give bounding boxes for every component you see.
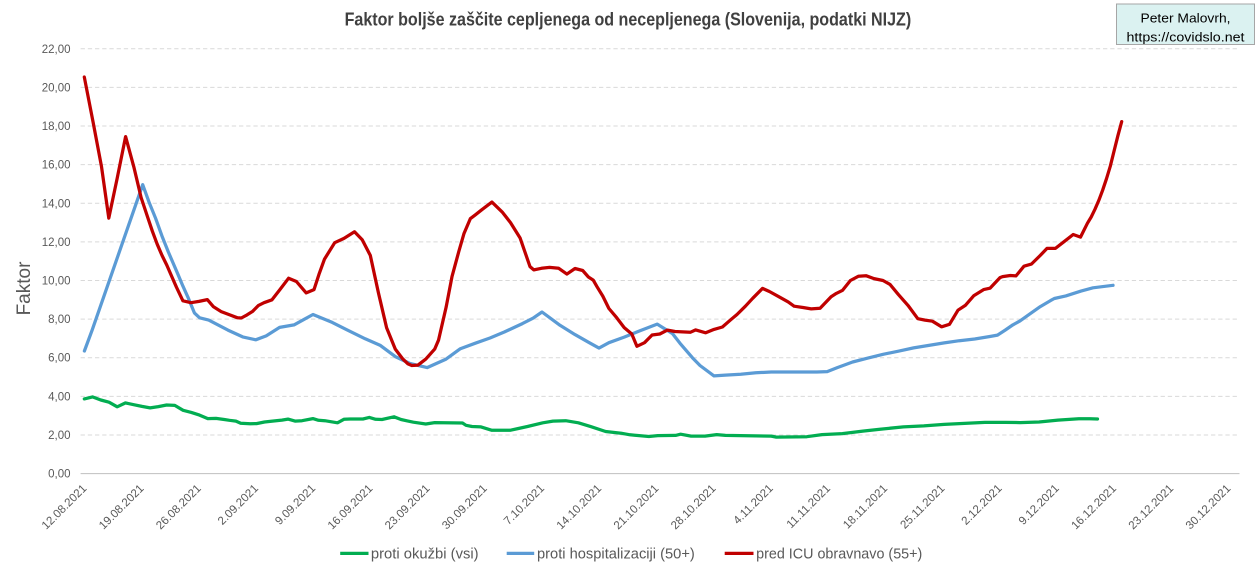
svg-text:20,00: 20,00 [42, 82, 71, 94]
svg-text:pred ICU obravnavo (55+): pred ICU obravnavo (55+) [756, 546, 922, 562]
svg-text:2,00: 2,00 [48, 430, 70, 442]
svg-text:0,00: 0,00 [48, 469, 70, 481]
svg-text:14,00: 14,00 [42, 198, 71, 210]
svg-text:proti okužbi (vsi): proti okužbi (vsi) [371, 546, 479, 562]
svg-text:8,00: 8,00 [48, 314, 70, 326]
svg-text:16,00: 16,00 [42, 160, 71, 172]
svg-text:Faktor: Faktor [14, 261, 35, 316]
svg-text:6,00: 6,00 [48, 353, 70, 365]
svg-text:18,00: 18,00 [42, 121, 71, 133]
svg-text:proti hospitalizaciji (50+): proti hospitalizaciji (50+) [537, 546, 695, 562]
svg-text:22,00: 22,00 [42, 44, 71, 56]
svg-text:4,00: 4,00 [48, 391, 70, 403]
svg-text:12,00: 12,00 [42, 237, 71, 249]
svg-text:https://covidslo.net: https://covidslo.net [1127, 29, 1245, 44]
svg-text:10,00: 10,00 [42, 276, 71, 288]
svg-text:Peter Malovrh,: Peter Malovrh, [1141, 11, 1231, 26]
svg-text:Faktor boljše zaščite cepljene: Faktor boljše zaščite cepljenega od nece… [345, 8, 912, 29]
